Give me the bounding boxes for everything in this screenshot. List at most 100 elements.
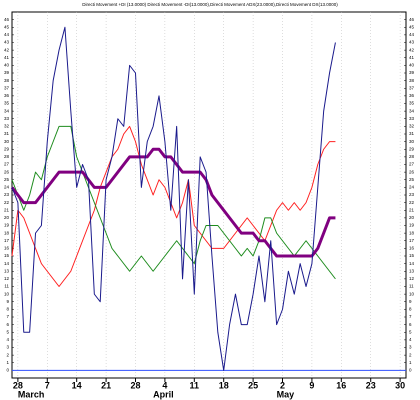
y-tick-label-right: 16 bbox=[409, 246, 415, 251]
y-tick-label-right: 19 bbox=[409, 223, 415, 228]
y-tick-label-right: 29 bbox=[409, 146, 415, 151]
y-tick-label: 37 bbox=[4, 85, 10, 90]
y-tick-label-right: 5 bbox=[409, 329, 412, 334]
x-tick-label: 4 bbox=[162, 380, 167, 390]
y-tick-label-right: 30 bbox=[409, 139, 415, 144]
y-tick-label: 25 bbox=[4, 177, 10, 182]
y-tick-label-right: 12 bbox=[409, 276, 415, 281]
y-tick-label-right: 6 bbox=[409, 322, 412, 327]
y-tick-label: 33 bbox=[4, 116, 10, 121]
y-tick-label: 23 bbox=[4, 192, 10, 197]
x-tick-label: 21 bbox=[101, 380, 111, 390]
y-tick-label-right: 38 bbox=[409, 78, 415, 83]
y-tick-label: 38 bbox=[4, 78, 10, 83]
y-tick-label: 5 bbox=[6, 329, 9, 334]
series-line bbox=[11, 125, 336, 287]
x-tick-label: 2 bbox=[280, 380, 285, 390]
y-tick-label: 8 bbox=[6, 307, 9, 312]
month-label: April bbox=[153, 389, 174, 399]
y-tick-label: 10 bbox=[4, 291, 10, 296]
y-tick-label-right: 13 bbox=[409, 268, 415, 273]
y-tick-label: 14 bbox=[4, 261, 10, 266]
y-tick-label-right: 8 bbox=[409, 307, 412, 312]
y-tick-label-right: 40 bbox=[409, 63, 415, 68]
y-tick-label-right: 46 bbox=[409, 17, 415, 22]
y-tick-label: 16 bbox=[4, 246, 10, 251]
y-tick-label: 22 bbox=[4, 200, 10, 205]
x-tick-label: 23 bbox=[366, 380, 376, 390]
y-tick-label-right: 26 bbox=[409, 169, 415, 174]
chart-title: Directi Movement +DI (13.0000) Directi M… bbox=[82, 2, 338, 7]
x-tick-label: 14 bbox=[72, 380, 82, 390]
y-tick-label: 43 bbox=[4, 40, 10, 45]
y-tick-label-right: 15 bbox=[409, 253, 415, 258]
y-tick-label-right: 2 bbox=[409, 352, 412, 357]
y-tick-label-right: 0 bbox=[409, 368, 412, 373]
y-tick-label: 32 bbox=[4, 124, 10, 129]
y-tick-label: 29 bbox=[4, 146, 10, 151]
y-tick-label-right: 22 bbox=[409, 200, 415, 205]
y-tick-label: 31 bbox=[4, 131, 10, 136]
series-line bbox=[10, 147, 336, 258]
y-tick-label-right: 43 bbox=[409, 40, 415, 45]
y-tick-label: 39 bbox=[4, 70, 10, 75]
y-tick-label: 30 bbox=[4, 139, 10, 144]
y-tick-label: 40 bbox=[4, 63, 10, 68]
y-tick-label-right: 44 bbox=[409, 32, 415, 37]
y-tick-label-right: 23 bbox=[409, 192, 415, 197]
y-tick-label: 46 bbox=[4, 17, 10, 22]
x-tick-label: 11 bbox=[190, 380, 200, 390]
y-tick-label-right: 21 bbox=[409, 207, 415, 212]
x-tick-label: 9 bbox=[309, 380, 314, 390]
month-label: May bbox=[277, 389, 295, 399]
y-tick-label: 45 bbox=[4, 24, 10, 29]
y-tick-label-right: 34 bbox=[409, 108, 415, 113]
y-tick-label-right: 31 bbox=[409, 131, 415, 136]
y-tick-label-right: 33 bbox=[409, 116, 415, 121]
x-tick-label: 28 bbox=[13, 380, 23, 390]
y-tick-label-right: 39 bbox=[409, 70, 415, 75]
y-tick-label: 26 bbox=[4, 169, 10, 174]
y-tick-label: 44 bbox=[4, 32, 10, 37]
y-tick-label-right: 4 bbox=[409, 337, 412, 342]
y-tick-label-right: 1 bbox=[409, 360, 412, 365]
y-tick-label: 0 bbox=[6, 368, 9, 373]
y-tick-label-right: 17 bbox=[409, 238, 415, 243]
y-tick-label-right: 41 bbox=[409, 55, 415, 60]
x-tick-label: 18 bbox=[219, 380, 229, 390]
x-tick-label: 7 bbox=[45, 380, 50, 390]
y-tick-label: 34 bbox=[4, 108, 10, 113]
y-tick-label-right: 14 bbox=[409, 261, 415, 266]
y-tick-label: 42 bbox=[4, 47, 10, 52]
y-tick-label: 13 bbox=[4, 268, 10, 273]
y-tick-label-right: 36 bbox=[409, 93, 415, 98]
y-tick-label: 20 bbox=[4, 215, 10, 220]
plot-frame bbox=[11, 11, 407, 379]
y-tick-label: 36 bbox=[4, 93, 10, 98]
x-tick-label: 28 bbox=[130, 380, 140, 390]
series-line bbox=[11, 26, 336, 371]
y-tick-label-right: 11 bbox=[409, 284, 414, 289]
y-tick-label-right: 25 bbox=[409, 177, 415, 182]
y-tick-label: 19 bbox=[4, 223, 10, 228]
y-tick-label-right: 7 bbox=[409, 314, 412, 319]
y-tick-label: 41 bbox=[4, 55, 10, 60]
y-tick-label: 1 bbox=[6, 360, 9, 365]
y-tick-label-right: 10 bbox=[409, 291, 415, 296]
y-tick-label: 3 bbox=[6, 345, 9, 350]
y-tick-label-right: 9 bbox=[409, 299, 412, 304]
y-tick-label-right: 32 bbox=[409, 124, 415, 129]
y-tick-label-right: 18 bbox=[409, 230, 415, 235]
y-tick-label-right: 45 bbox=[409, 24, 415, 29]
y-tick-label: 28 bbox=[4, 154, 10, 159]
y-tick-label: 27 bbox=[4, 162, 10, 167]
y-tick-label: 9 bbox=[6, 299, 9, 304]
y-tick-label: 6 bbox=[6, 322, 9, 327]
series-line bbox=[11, 125, 336, 280]
y-tick-label-right: 28 bbox=[409, 154, 415, 159]
x-tick-label: 30 bbox=[395, 380, 405, 390]
y-tick-label-right: 42 bbox=[409, 47, 415, 52]
y-tick-label: 17 bbox=[4, 238, 10, 243]
